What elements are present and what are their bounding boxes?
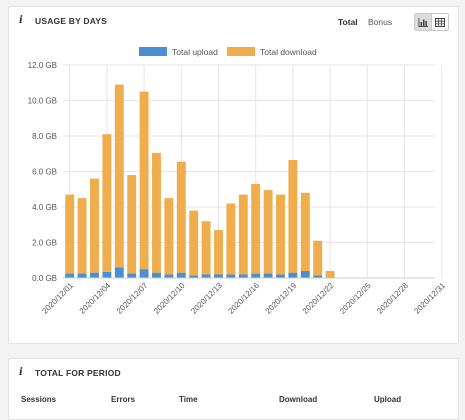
info-icon: i bbox=[19, 15, 23, 26]
bar-upload bbox=[214, 274, 223, 278]
legend-label-download: Total download bbox=[260, 47, 317, 57]
usage-chart: 0.0 GB 2.0 GB 4.0 GB 6.0 GB 8.0 GB 10.0 GB 12.… bbox=[28, 47, 447, 316]
x-tick-label: 2020/12/04 bbox=[78, 281, 113, 316]
x-tick-label: 2020/12/25 bbox=[338, 281, 373, 316]
bar-upload bbox=[276, 274, 285, 278]
x-tick-label: 2020/12/01 bbox=[40, 281, 75, 316]
bar-download bbox=[114, 84, 124, 268]
legend-swatch-download bbox=[227, 47, 255, 56]
total-title-text: TOTAL FOR PERIOD bbox=[35, 367, 121, 378]
bar-download bbox=[189, 210, 199, 276]
bar-download bbox=[251, 183, 261, 274]
usage-panel-title: i USAGE BY DAYS bbox=[19, 15, 107, 26]
bar-download bbox=[65, 194, 75, 274]
y-tick-label: 6.0 GB bbox=[32, 168, 57, 177]
bar-upload bbox=[114, 267, 124, 278]
bar-download bbox=[263, 190, 273, 274]
column-header-download: Download bbox=[279, 395, 318, 404]
y-tick-label: 8.0 GB bbox=[32, 132, 57, 141]
chart-view-button[interactable] bbox=[415, 14, 431, 30]
y-tick-label: 12.0 GB bbox=[28, 61, 57, 70]
bar-download bbox=[201, 221, 211, 275]
bar-upload bbox=[139, 269, 149, 278]
y-tick-label: 0.0 GB bbox=[32, 274, 57, 283]
usage-by-days-panel: i USAGE BY DAYS Total Bonus 0.0 GB 2.0 GB… bbox=[8, 6, 459, 344]
bar-upload bbox=[164, 274, 174, 278]
bar-upload bbox=[127, 273, 137, 278]
column-header-errors: Errors bbox=[111, 395, 136, 404]
toggle-bonus[interactable]: Bonus bbox=[368, 17, 393, 27]
bar-download bbox=[238, 194, 248, 275]
bar-download bbox=[226, 203, 236, 275]
bar-download bbox=[300, 192, 310, 271]
bar-download bbox=[102, 134, 112, 272]
bar-download bbox=[164, 198, 174, 275]
x-tick-label: 2020/12/07 bbox=[115, 281, 150, 316]
toggle-total[interactable]: Total bbox=[338, 17, 358, 27]
x-tick-label: 2020/12/22 bbox=[301, 281, 336, 316]
y-tick-label: 2.0 GB bbox=[32, 239, 57, 248]
bar-upload bbox=[300, 270, 310, 278]
bar-download bbox=[214, 230, 223, 275]
bar-download bbox=[288, 159, 298, 273]
bar-upload bbox=[201, 274, 211, 278]
view-toggle-group bbox=[414, 13, 449, 31]
x-tick-label: 2020/12/28 bbox=[375, 281, 410, 316]
bar-download bbox=[313, 240, 323, 276]
bar-download bbox=[127, 175, 137, 274]
x-tick-label: 2020/12/13 bbox=[189, 281, 224, 316]
legend-swatch-upload bbox=[139, 47, 167, 56]
table-view-button[interactable] bbox=[431, 14, 448, 30]
y-tick-label: 10.0 GB bbox=[28, 97, 57, 106]
bar-upload bbox=[90, 272, 99, 278]
bar-upload bbox=[288, 272, 298, 278]
bar-upload bbox=[238, 274, 248, 278]
bar-upload bbox=[189, 275, 199, 278]
bar-download bbox=[152, 152, 161, 273]
bar-upload bbox=[65, 273, 75, 278]
usage-title-text: USAGE BY DAYS bbox=[35, 15, 108, 26]
total-panel-title: i TOTAL FOR PERIOD bbox=[19, 367, 121, 378]
bar-upload bbox=[263, 273, 273, 278]
bar-upload bbox=[176, 272, 186, 278]
bar-upload bbox=[152, 272, 161, 278]
column-header-sessions: Sessions bbox=[21, 395, 57, 404]
bar-download bbox=[276, 194, 285, 275]
x-tick-label: 2020/12/10 bbox=[152, 281, 187, 316]
bar-upload bbox=[251, 273, 261, 278]
column-header-time: Time bbox=[179, 395, 198, 404]
bar-download bbox=[176, 161, 186, 273]
bar-upload bbox=[313, 275, 323, 278]
table-icon bbox=[435, 17, 445, 27]
bar-chart-icon bbox=[418, 17, 428, 27]
info-icon: i bbox=[19, 367, 23, 378]
bar-download bbox=[139, 91, 149, 270]
bar-upload bbox=[226, 274, 236, 278]
x-tick-label: 2020/12/19 bbox=[264, 281, 299, 316]
column-header-upload: Upload bbox=[374, 395, 402, 404]
bar-download bbox=[77, 198, 87, 274]
bar-download bbox=[325, 270, 335, 278]
bar-download bbox=[90, 178, 99, 273]
bar-upload bbox=[102, 271, 112, 278]
y-tick-label: 4.0 GB bbox=[32, 203, 57, 212]
legend-label-upload: Total upload bbox=[172, 47, 218, 57]
x-tick-label: 2020/12/16 bbox=[226, 281, 261, 316]
x-tick-label: 2020/12/31 bbox=[412, 281, 447, 316]
bar-upload bbox=[77, 273, 87, 278]
total-for-period-panel: i TOTAL FOR PERIOD Sessions Errors Time … bbox=[8, 358, 459, 420]
